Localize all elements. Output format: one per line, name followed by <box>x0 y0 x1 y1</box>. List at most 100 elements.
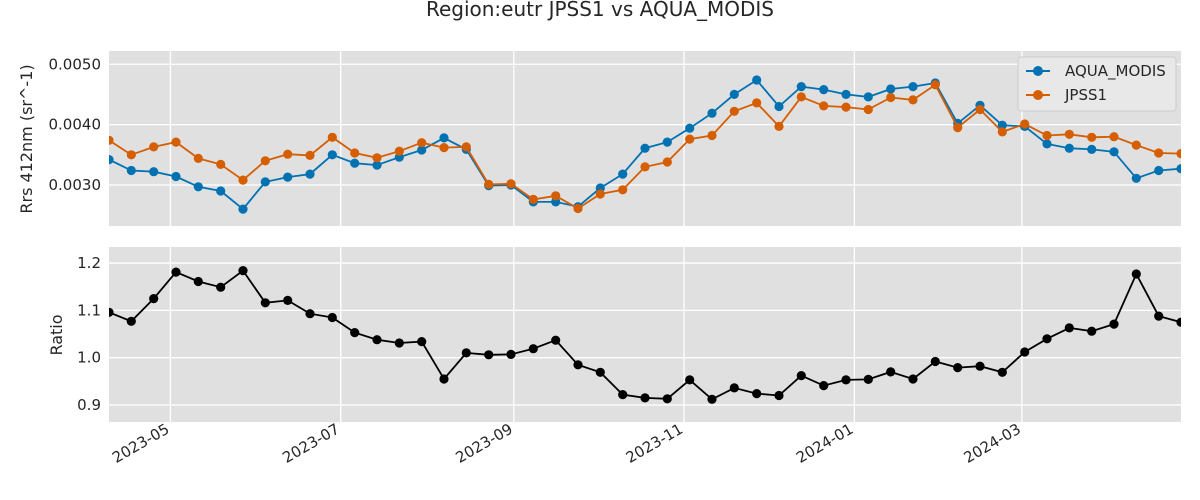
point-aqua_modis <box>283 172 293 182</box>
point-ratio <box>1020 347 1030 357</box>
point-jpss1 <box>528 194 538 204</box>
point-ratio <box>796 371 806 381</box>
point-ratio <box>953 363 963 373</box>
point-ratio <box>752 389 762 399</box>
bottom-panel: 0.9 1.0 1.1 1.2 Ratio <box>47 247 1181 422</box>
point-jpss1 <box>126 150 136 160</box>
point-aqua_modis <box>327 150 337 160</box>
point-ratio <box>126 316 136 326</box>
point-jpss1 <box>819 101 829 111</box>
point-jpss1 <box>707 130 717 141</box>
point-ratio <box>193 276 203 287</box>
point-jpss1 <box>551 191 561 201</box>
top-panel-background <box>109 51 1181 226</box>
point-ratio <box>997 367 1007 377</box>
point-ratio <box>260 298 270 308</box>
point-jpss1 <box>417 138 427 148</box>
point-ratio <box>662 394 672 404</box>
point-ratio <box>1131 269 1141 279</box>
point-jpss1 <box>997 127 1007 137</box>
point-jpss1 <box>350 148 360 158</box>
point-ratio <box>886 367 896 377</box>
top-panel-series <box>109 75 1181 214</box>
point-jpss1 <box>327 132 337 142</box>
point-ratio <box>819 381 829 391</box>
point-aqua_modis <box>350 158 360 168</box>
point-jpss1 <box>216 159 226 169</box>
point-ratio <box>1109 319 1119 329</box>
x-axis-ticks: 2023-05 2023-07 2023-09 2023-11 2024-01 2024-… <box>109 420 1024 467</box>
point-ratio <box>1087 326 1097 336</box>
bottom-ytick-label: 1.0 <box>77 349 101 367</box>
point-jpss1 <box>685 134 695 144</box>
point-ratio <box>484 350 494 360</box>
point-ratio <box>528 344 538 354</box>
point-ratio <box>551 335 561 345</box>
bottom-ylabel: Ratio <box>47 314 66 355</box>
point-aqua_modis <box>662 137 672 147</box>
point-aqua_modis <box>707 108 717 118</box>
point-ratio <box>908 374 918 384</box>
point-ratio <box>595 367 605 377</box>
point-jpss1 <box>193 153 203 163</box>
top-panel: 0.0030 0.0040 0.0050 Rrs 412nm (sr^-1) AQU… <box>17 51 1181 226</box>
point-aqua_modis <box>685 123 695 133</box>
point-jpss1 <box>752 98 762 108</box>
point-jpss1 <box>595 189 605 199</box>
point-jpss1 <box>975 104 985 115</box>
top-ytick-label: 0.0030 <box>49 176 102 194</box>
point-ratio <box>171 267 181 277</box>
point-ratio <box>707 394 717 404</box>
point-jpss1 <box>662 157 672 167</box>
point-aqua_modis <box>774 101 784 112</box>
point-jpss1 <box>618 185 628 195</box>
point-jpss1 <box>796 92 806 102</box>
x-tick-label: 2024-03 <box>961 420 1024 467</box>
point-ratio <box>685 375 695 385</box>
point-aqua_modis <box>372 160 382 170</box>
point-aqua_modis <box>1064 143 1074 153</box>
point-jpss1 <box>930 80 940 90</box>
point-ratio <box>461 348 471 358</box>
point-jpss1 <box>953 123 963 133</box>
point-jpss1 <box>1131 140 1141 150</box>
legend-marker-jpss <box>1033 90 1043 100</box>
point-ratio <box>975 361 985 371</box>
point-jpss1 <box>1154 148 1164 158</box>
point-ratio <box>640 393 650 403</box>
point-jpss1 <box>774 121 784 131</box>
point-jpss1 <box>461 142 471 152</box>
top-ytick-label: 0.0050 <box>49 55 102 73</box>
point-aqua_modis <box>1042 139 1052 149</box>
point-aqua_modis <box>796 82 806 92</box>
bottom-panel-series <box>109 266 1181 404</box>
point-aqua_modis <box>640 143 650 153</box>
point-ratio <box>930 356 940 367</box>
point-jpss1 <box>394 146 404 156</box>
point-aqua_modis <box>1109 147 1119 157</box>
point-ratio <box>439 374 449 384</box>
point-ratio <box>305 309 315 319</box>
point-jpss1 <box>886 92 896 103</box>
point-ratio <box>618 390 628 400</box>
point-aqua_modis <box>618 169 628 179</box>
point-aqua_modis <box>439 133 449 143</box>
point-jpss1 <box>109 135 114 145</box>
point-aqua_modis <box>193 182 203 192</box>
x-tick-label: 2023-11 <box>623 420 686 467</box>
point-jpss1 <box>260 156 270 166</box>
legend-marker-aqua <box>1033 66 1043 76</box>
point-aqua_modis <box>819 85 829 95</box>
point-jpss1 <box>1176 149 1181 159</box>
point-aqua_modis <box>305 169 315 179</box>
point-ratio <box>283 295 293 305</box>
top-panel-yticks: 0.0030 0.0040 0.0050 <box>49 55 102 194</box>
point-jpss1 <box>283 149 293 159</box>
point-jpss1 <box>171 137 181 147</box>
point-aqua_modis <box>752 75 762 85</box>
legend-label-aqua: AQUA_MODIS <box>1065 62 1166 81</box>
point-jpss1 <box>305 150 315 160</box>
point-ratio <box>327 312 337 323</box>
bottom-panel-background <box>109 247 1181 422</box>
point-ratio <box>394 338 404 348</box>
